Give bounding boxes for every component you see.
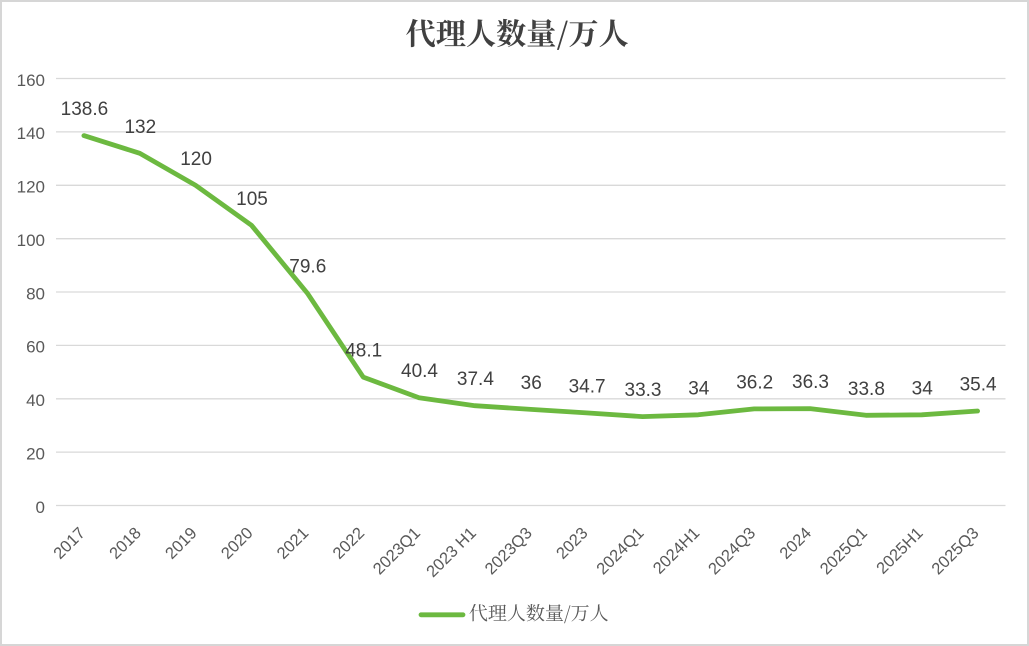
svg-text:20: 20 xyxy=(26,444,45,463)
svg-text:120: 120 xyxy=(17,178,45,197)
svg-text:2024Q3: 2024Q3 xyxy=(705,524,759,578)
svg-text:2024Q1: 2024Q1 xyxy=(593,524,647,578)
svg-text:36: 36 xyxy=(521,373,542,394)
svg-text:100: 100 xyxy=(17,231,45,250)
svg-text:2024: 2024 xyxy=(776,524,815,563)
svg-text:2025Q1: 2025Q1 xyxy=(817,524,871,578)
svg-text:2025Q3: 2025Q3 xyxy=(928,524,982,578)
svg-text:36.3: 36.3 xyxy=(792,372,829,393)
svg-text:2019: 2019 xyxy=(162,524,201,563)
svg-text:34: 34 xyxy=(912,378,934,399)
svg-text:33.3: 33.3 xyxy=(625,380,662,401)
svg-text:33.8: 33.8 xyxy=(848,379,885,400)
svg-text:60: 60 xyxy=(26,338,45,357)
svg-text:40: 40 xyxy=(26,391,45,410)
svg-text:34: 34 xyxy=(688,378,710,399)
svg-text:35.4: 35.4 xyxy=(960,375,997,396)
svg-text:2021: 2021 xyxy=(274,524,313,563)
svg-text:2023Q3: 2023Q3 xyxy=(482,524,536,578)
svg-text:138.6: 138.6 xyxy=(61,99,109,120)
svg-text:132: 132 xyxy=(124,117,156,138)
svg-text:37.4: 37.4 xyxy=(457,369,494,390)
svg-text:2023: 2023 xyxy=(553,524,592,563)
svg-text:105: 105 xyxy=(236,189,268,210)
svg-text:2025H1: 2025H1 xyxy=(873,524,927,578)
svg-text:160: 160 xyxy=(17,71,45,90)
svg-text:2020: 2020 xyxy=(218,524,257,563)
svg-text:40.4: 40.4 xyxy=(401,361,438,382)
svg-text:48.1: 48.1 xyxy=(345,341,382,362)
svg-text:2017: 2017 xyxy=(50,524,89,563)
svg-text:34.7: 34.7 xyxy=(569,376,606,397)
svg-text:2024H1: 2024H1 xyxy=(650,524,704,578)
svg-text:36.2: 36.2 xyxy=(736,372,773,393)
svg-text:2023 H1: 2023 H1 xyxy=(423,524,480,581)
svg-text:80: 80 xyxy=(26,284,45,303)
svg-text:2023Q1: 2023Q1 xyxy=(370,524,424,578)
svg-text:140: 140 xyxy=(17,124,45,143)
svg-text:2022: 2022 xyxy=(330,524,369,563)
svg-text:120: 120 xyxy=(180,149,212,170)
svg-text:2018: 2018 xyxy=(106,524,145,563)
svg-text:79.6: 79.6 xyxy=(289,257,326,278)
svg-text:0: 0 xyxy=(36,498,45,517)
